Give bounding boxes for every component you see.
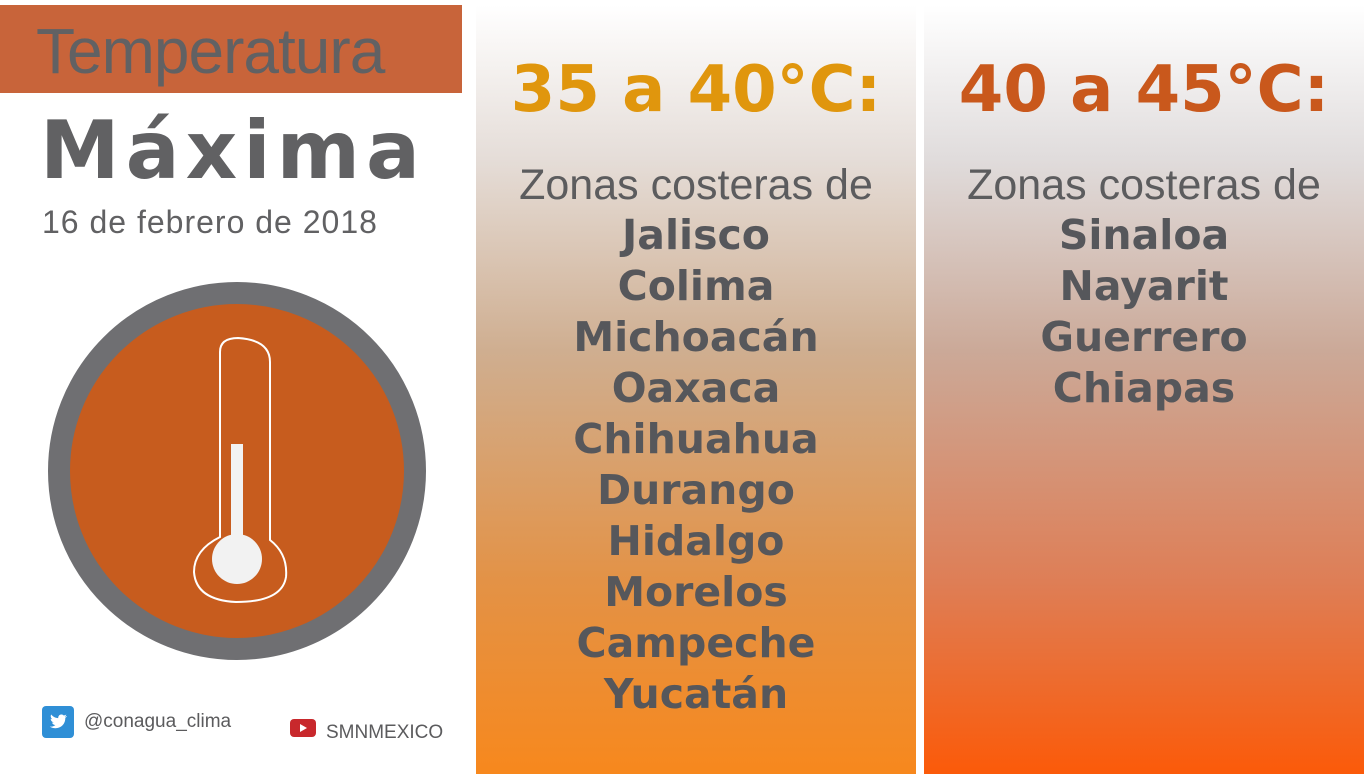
- date: 16 de febrero de 2018: [42, 204, 378, 240]
- state-item: Durango: [597, 466, 795, 514]
- range-heading: 40 a 45°C:: [958, 53, 1330, 127]
- state-item: Michoacán: [573, 313, 819, 361]
- panel-35-40: 35 a 40°C: Zonas costeras de Jalisco Col…: [476, 5, 916, 774]
- thermometer-icon: [48, 282, 426, 660]
- state-item: Guerrero: [1040, 313, 1248, 361]
- twitter-handle: @conagua_clima: [84, 711, 232, 732]
- panel-40-45: 40 a 45°C: Zonas costeras de Sinaloa Nay…: [924, 5, 1364, 774]
- title-band: [0, 5, 462, 93]
- state-item: Chiapas: [1052, 364, 1236, 412]
- youtube-link[interactable]: SMNMEXICO: [290, 714, 443, 744]
- twitter-icon: [42, 706, 74, 738]
- state-item: Jalisco: [622, 211, 770, 259]
- state-item: Oaxaca: [611, 364, 781, 412]
- state-item: Campeche: [576, 619, 816, 667]
- state-item: Colima: [617, 262, 775, 310]
- zone-label: Zonas costeras de: [519, 161, 873, 209]
- states-list: Jalisco Colima Michoacán Oaxaca Chihuahu…: [476, 210, 916, 720]
- twitter-link[interactable]: @conagua_clima: [42, 706, 231, 738]
- states-list: Sinaloa Nayarit Guerrero Chiapas: [924, 210, 1364, 414]
- state-item: Sinaloa: [1058, 211, 1230, 259]
- range-heading: 35 a 40°C:: [510, 53, 882, 127]
- state-item: Nayarit: [1059, 262, 1229, 310]
- title-line2: Máxima: [40, 104, 426, 197]
- state-item: Hidalgo: [607, 517, 785, 565]
- state-item: Chihuahua: [573, 415, 819, 463]
- zone-label: Zonas costeras de: [967, 161, 1321, 209]
- youtube-icon: [290, 719, 316, 737]
- youtube-channel: SMNMEXICO: [326, 722, 444, 743]
- title-line1: Temperatura: [36, 15, 385, 87]
- state-item: Yucatán: [603, 670, 789, 718]
- state-item: Morelos: [604, 568, 788, 616]
